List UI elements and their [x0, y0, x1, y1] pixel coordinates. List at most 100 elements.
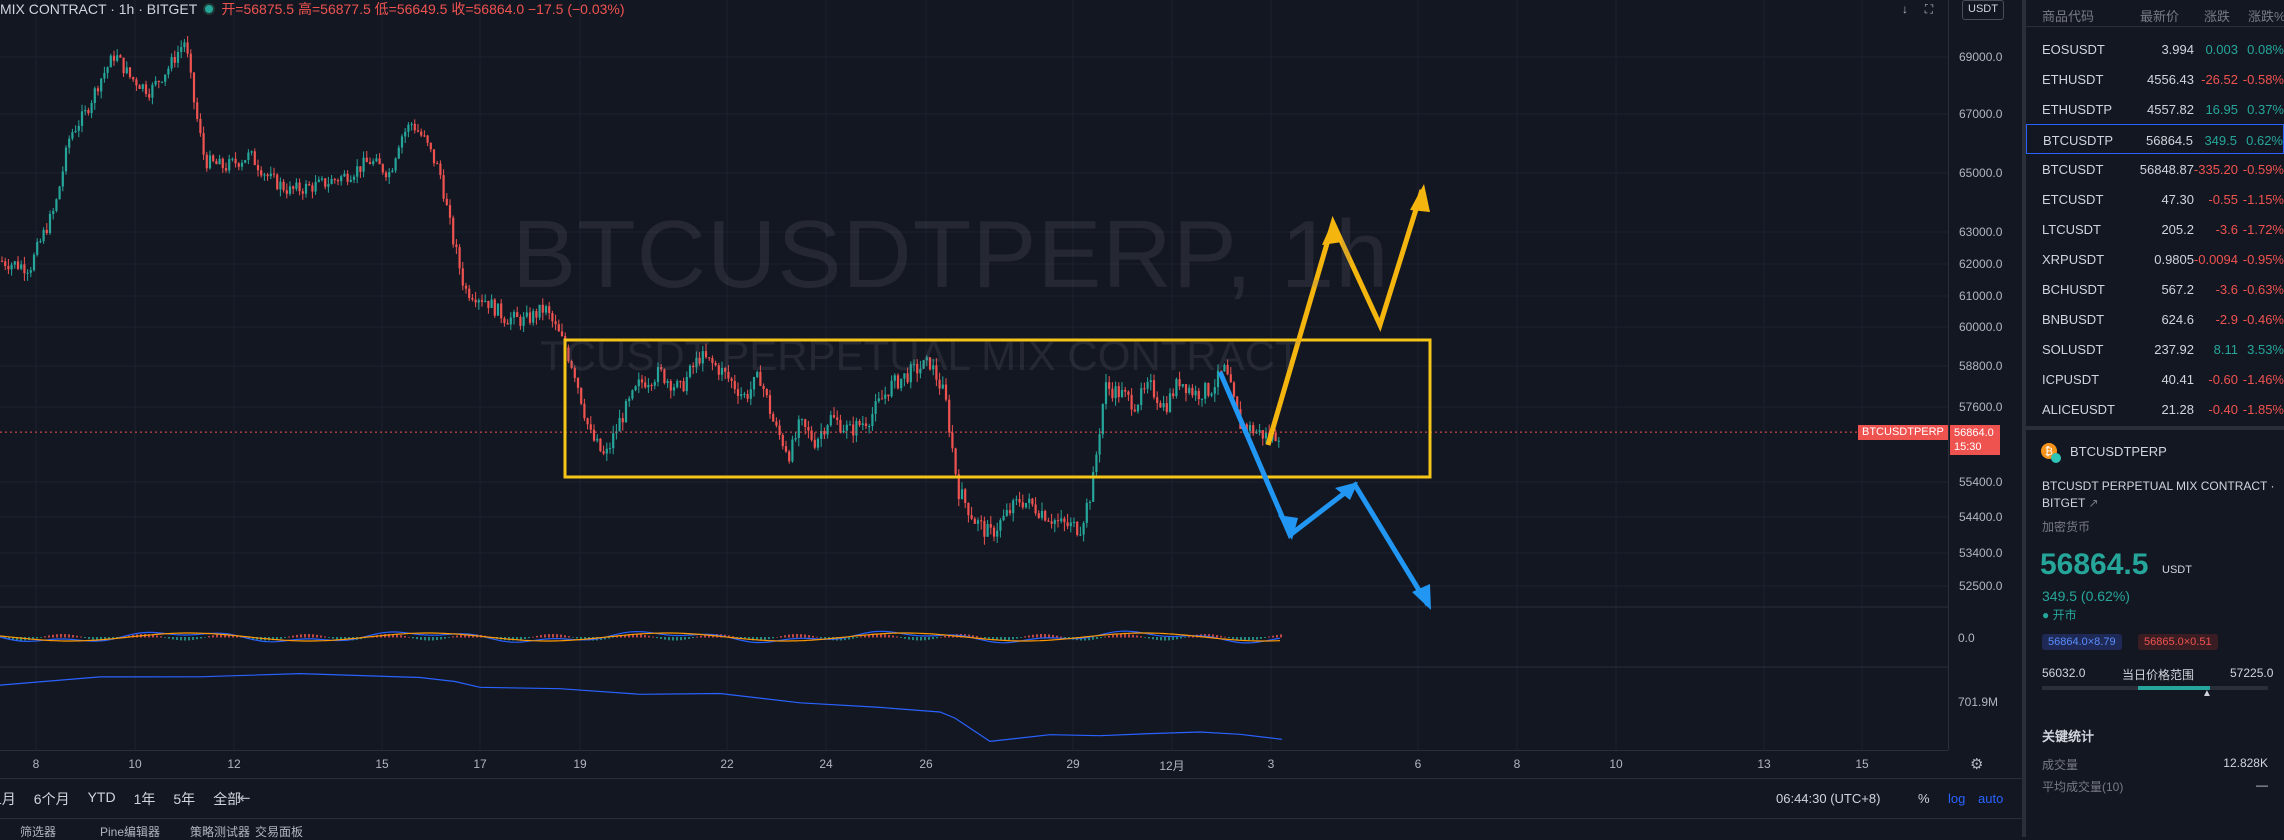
range-button[interactable]: 1月 [0, 791, 16, 807]
candle-body [327, 184, 330, 187]
candle-body [1037, 513, 1040, 518]
candle-body [468, 288, 471, 299]
range-button[interactable]: 5年 [173, 791, 196, 807]
header-symbol[interactable]: 商品代码 [2042, 9, 2095, 24]
candle-body [608, 448, 612, 450]
candle-body [1104, 382, 1108, 405]
candle-body [951, 432, 954, 449]
candle-body [647, 385, 650, 388]
details-category: 加密货币 [2042, 520, 2091, 534]
candle-body [272, 173, 276, 175]
time-axis-tick: 8 [1513, 757, 1521, 771]
auto-toggle[interactable]: auto [1978, 791, 2004, 806]
macd-histogram-bar [1236, 637, 1238, 640]
bottom-tab[interactable]: 筛选器 [20, 825, 57, 839]
price-axis-tick: 57600.0 [1959, 400, 2003, 414]
percent-toggle[interactable]: % [1918, 791, 1930, 806]
bottom-tab[interactable]: 策略测试器 [190, 825, 251, 839]
header-chg[interactable]: 涨跌 [2204, 9, 2231, 24]
candle-body [100, 78, 103, 92]
macd-histogram-bar [464, 634, 466, 638]
candle-body [679, 381, 682, 383]
price-axis-tick: 67000.0 [1959, 107, 2003, 121]
candle-body [509, 317, 512, 325]
candle-body [90, 103, 93, 114]
macd-histogram-bar [1132, 634, 1134, 638]
time-axis-tick: 22 [720, 757, 734, 771]
external-link-icon[interactable]: ↗ [2088, 496, 2099, 510]
watchlist-row[interactable]: LTCUSDT 205.2 -3.6 -1.72% [2026, 214, 2284, 244]
range-button[interactable]: 6个月 [33, 791, 70, 807]
candle-body [292, 186, 295, 189]
candle-body [157, 80, 160, 82]
macd-histogram-bar [1160, 637, 1162, 641]
candle-body [1044, 510, 1047, 521]
macd-histogram-bar [460, 634, 462, 638]
macd-histogram-bar [704, 634, 706, 638]
candle-body [48, 213, 52, 234]
range-button[interactable]: YTD [87, 789, 116, 805]
candle-body [698, 357, 701, 364]
candle-body [624, 401, 628, 423]
price-chart[interactable] [0, 0, 1948, 778]
watchlist-scrollbar[interactable] [2280, 26, 2284, 426]
candle-body [381, 164, 384, 173]
watchlist-row[interactable]: ICPUSDT 40.41 -0.60 -1.46% [2026, 364, 2284, 394]
candle-body [538, 304, 541, 318]
bottom-tab[interactable]: Pine编辑器 [100, 825, 161, 839]
candle-body [128, 67, 132, 78]
candle-body [877, 398, 880, 402]
clock[interactable]: 06:44:30 (UTC+8) [1776, 791, 1881, 806]
range-button[interactable]: 全部 [213, 791, 242, 807]
watchlist-row[interactable]: ALICEUSDT 21.28 -0.40 -1.85% [2026, 394, 2284, 424]
candle-body [1236, 396, 1239, 410]
chart-pane[interactable]: MIX CONTRACT · 1h · BITGET 开=56875.5 高=5… [0, 0, 2023, 839]
volume-label: 成交量 [2042, 758, 2079, 772]
candle-body [202, 133, 205, 155]
watchlist-row[interactable]: SOLUSDT 237.92 8.11 3.53% [2026, 334, 2284, 364]
watchlist-row[interactable]: BCHUSDT 567.2 -3.6 -0.63% [2026, 274, 2284, 304]
candle-body [989, 524, 992, 528]
watchlist-row[interactable]: XRPUSDT 0.9805 -0.0094 -0.95% [2026, 244, 2284, 274]
bottom-tab[interactable]: 交易面板 [255, 825, 304, 839]
candle-body [1200, 398, 1204, 400]
range-button[interactable]: 1年 [133, 791, 156, 807]
macd-histogram-bar [604, 637, 606, 640]
candle-body [516, 312, 519, 318]
watchlist-row[interactable]: BTCUSDT 56848.87 -335.20 -0.59% [2026, 154, 2284, 184]
range-high: 57225.0 [2230, 666, 2274, 680]
goto-date-icon[interactable]: ⇤ [238, 790, 251, 807]
candle-body [352, 176, 356, 180]
settings-gear-icon[interactable]: ⚙ [1970, 756, 1984, 773]
row-last: 4557.82 [2147, 102, 2194, 117]
macd-histogram-bar [168, 637, 170, 639]
candle-body [295, 182, 298, 189]
macd-histogram-bar [1112, 635, 1114, 638]
price-axis[interactable]: 69000.0 67000.0 65000.0 63000.0 62000.0 61000… [1948, 0, 2023, 750]
candle-body [976, 520, 980, 524]
log-toggle[interactable]: log [1948, 791, 1966, 806]
macd-histogram-bar [896, 636, 898, 638]
watchlist-row[interactable]: BTCUSDTP 56864.5 349.5 0.62% [2026, 124, 2284, 154]
watchlist-row[interactable]: ETHUSDT 4556.43 -26.52 -0.58% [2026, 64, 2284, 94]
scroll-down-icon[interactable]: ↓ [1902, 2, 1908, 16]
candle-body [58, 186, 61, 200]
watchlist-row[interactable]: BNBUSDT 624.6 -2.9 -0.46% [2026, 304, 2284, 334]
maximize-icon[interactable]: ⛶ [1924, 2, 1934, 16]
time-axis[interactable]: 8 10 12 15 17 19 22 24 26 29 12月 3 6 8 10 13 15 [0, 750, 1948, 779]
header-last[interactable]: 最新价 [2140, 9, 2180, 24]
candle-body [362, 157, 365, 172]
macd-histogram-bar [1048, 634, 1050, 638]
candle-body [522, 316, 525, 326]
header-chgp[interactable]: 涨跌% [2248, 9, 2284, 24]
row-change: -3.6 [2215, 282, 2238, 297]
candle-body [1264, 432, 1268, 439]
candle-body [871, 413, 874, 426]
currency-button[interactable]: USDT [1962, 0, 2004, 20]
candle-body [32, 254, 36, 271]
watchlist-row[interactable]: ETCUSDT 47.30 -0.55 -1.15% [2026, 184, 2284, 214]
watchlist-row[interactable]: ETHUSDTP 4557.82 16.95 0.37% [2026, 94, 2284, 124]
details-symbol[interactable]: BTCUSDTPERP [2070, 444, 2167, 459]
bullish-arrowhead-2 [1410, 184, 1430, 212]
watchlist-row[interactable]: EOSUSDT 3.994 0.003 0.08% [2026, 34, 2284, 64]
